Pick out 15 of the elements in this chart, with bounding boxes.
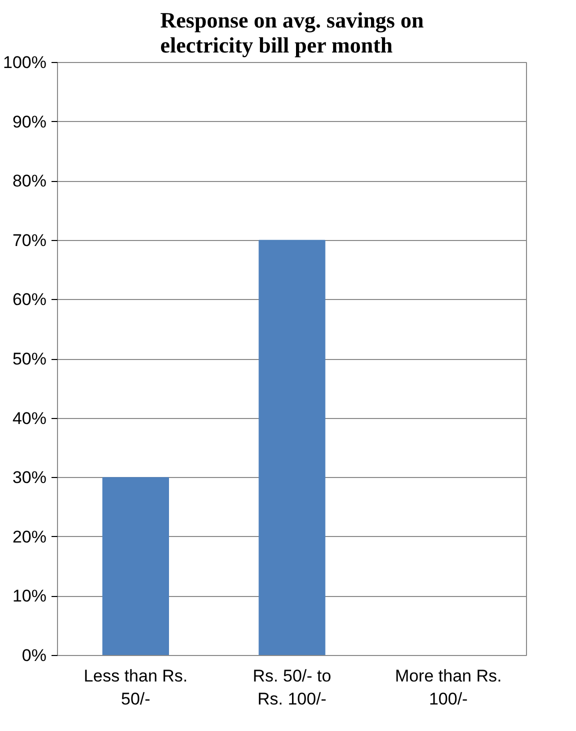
y-tick-label: 30%	[12, 468, 47, 488]
y-tick-label: 80%	[12, 172, 47, 191]
y-tick-label: 100%	[3, 53, 47, 72]
x-tick-label: Rs. 50/- to Rs. 100/-	[252, 666, 332, 708]
x-tick-label: More than Rs. 100/-	[394, 666, 502, 708]
y-tick-label: 90%	[12, 112, 47, 132]
y-tick-label: 70%	[12, 230, 47, 250]
y-tick-label: 10%	[12, 586, 47, 606]
y-tick-label: 60%	[12, 290, 47, 310]
y-tick-label: 0%	[22, 646, 47, 665]
y-tick-label: 20%	[12, 527, 47, 546]
x-tick-label: Less than Rs. 50/-	[84, 666, 188, 708]
y-tick-label: 50%	[12, 350, 47, 368]
y-tick-label: 40%	[12, 408, 47, 428]
chart-title: Response on avg. savings on electricity bill per month	[160, 8, 424, 58]
